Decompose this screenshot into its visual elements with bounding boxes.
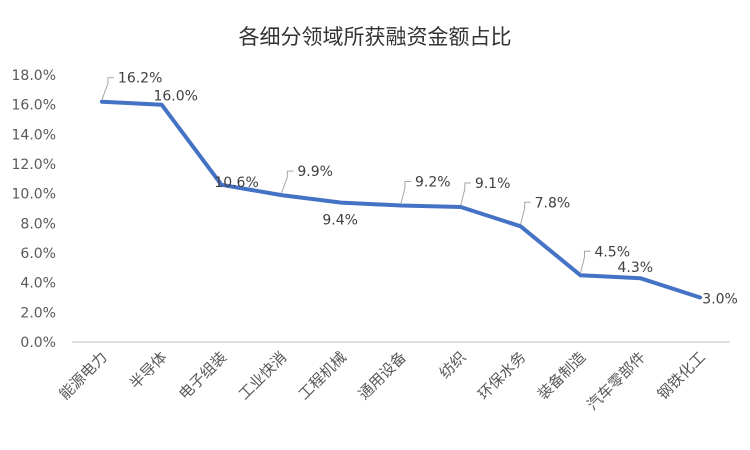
- x-category-label: 通用设备: [355, 348, 410, 403]
- series-line: [99, 99, 703, 300]
- data-label: 9.4%: [322, 213, 358, 229]
- data-label: 9.1%: [475, 176, 511, 192]
- data-label: 16.2%: [118, 71, 162, 87]
- data-label: 3.0%: [702, 292, 738, 308]
- y-tick-label: 4.0%: [20, 276, 56, 292]
- data-label-leader: [520, 201, 531, 225]
- data-label-leader: [460, 182, 471, 206]
- data-label: 16.0%: [153, 89, 197, 105]
- x-category-label: 工程机械: [295, 348, 350, 403]
- y-tick-label: 18.0%: [12, 68, 56, 84]
- y-tick-label: 10.0%: [12, 187, 56, 203]
- x-category-label: 汽车零部件: [583, 348, 649, 414]
- data-label-leader: [579, 250, 591, 274]
- y-tick-label: 12.0%: [12, 157, 56, 173]
- data-label: 4.5%: [594, 244, 630, 260]
- data-label: 9.9%: [297, 164, 333, 180]
- y-tick-label: 0.0%: [20, 335, 56, 351]
- x-category-label: 装备制造: [534, 348, 589, 403]
- x-category-label: 能源电力: [56, 348, 111, 403]
- y-tick-label: 6.0%: [20, 246, 56, 262]
- data-label-leader: [101, 77, 114, 100]
- data-label: 10.6%: [214, 175, 258, 191]
- data-label-leader: [280, 170, 294, 194]
- x-category-label: 电子组装: [175, 348, 230, 403]
- data-label-leaders: [101, 77, 591, 274]
- y-axis-ticks: 0.0% 2.0% 4.0% 6.0% 8.0% 10.0% 12.0% 14.0% 16.0%…: [12, 68, 56, 351]
- data-label: 4.3%: [617, 260, 653, 276]
- data-label: 7.8%: [535, 195, 571, 211]
- x-category-label: 半导体: [126, 348, 171, 393]
- x-category-label: 环保水务: [474, 348, 529, 403]
- chart-title: 各细分领域所获融资金额占比: [239, 25, 512, 49]
- x-category-label: 钢铁化工: [654, 348, 709, 403]
- x-category-label: 工业快消: [235, 348, 290, 403]
- y-tick-label: 2.0%: [20, 305, 56, 321]
- x-category-label: 纺织: [436, 348, 470, 382]
- y-tick-label: 14.0%: [12, 127, 56, 143]
- data-label-leader: [400, 181, 411, 204]
- data-labels: 16.2% 16.0% 10.6% 9.9% 9.4% 9.2% 9.1% 7.8% 4.5%4…: [118, 71, 738, 308]
- y-tick-label: 16.0%: [12, 98, 56, 114]
- y-tick-label: 8.0%: [20, 216, 56, 232]
- data-label: 9.2%: [415, 175, 451, 191]
